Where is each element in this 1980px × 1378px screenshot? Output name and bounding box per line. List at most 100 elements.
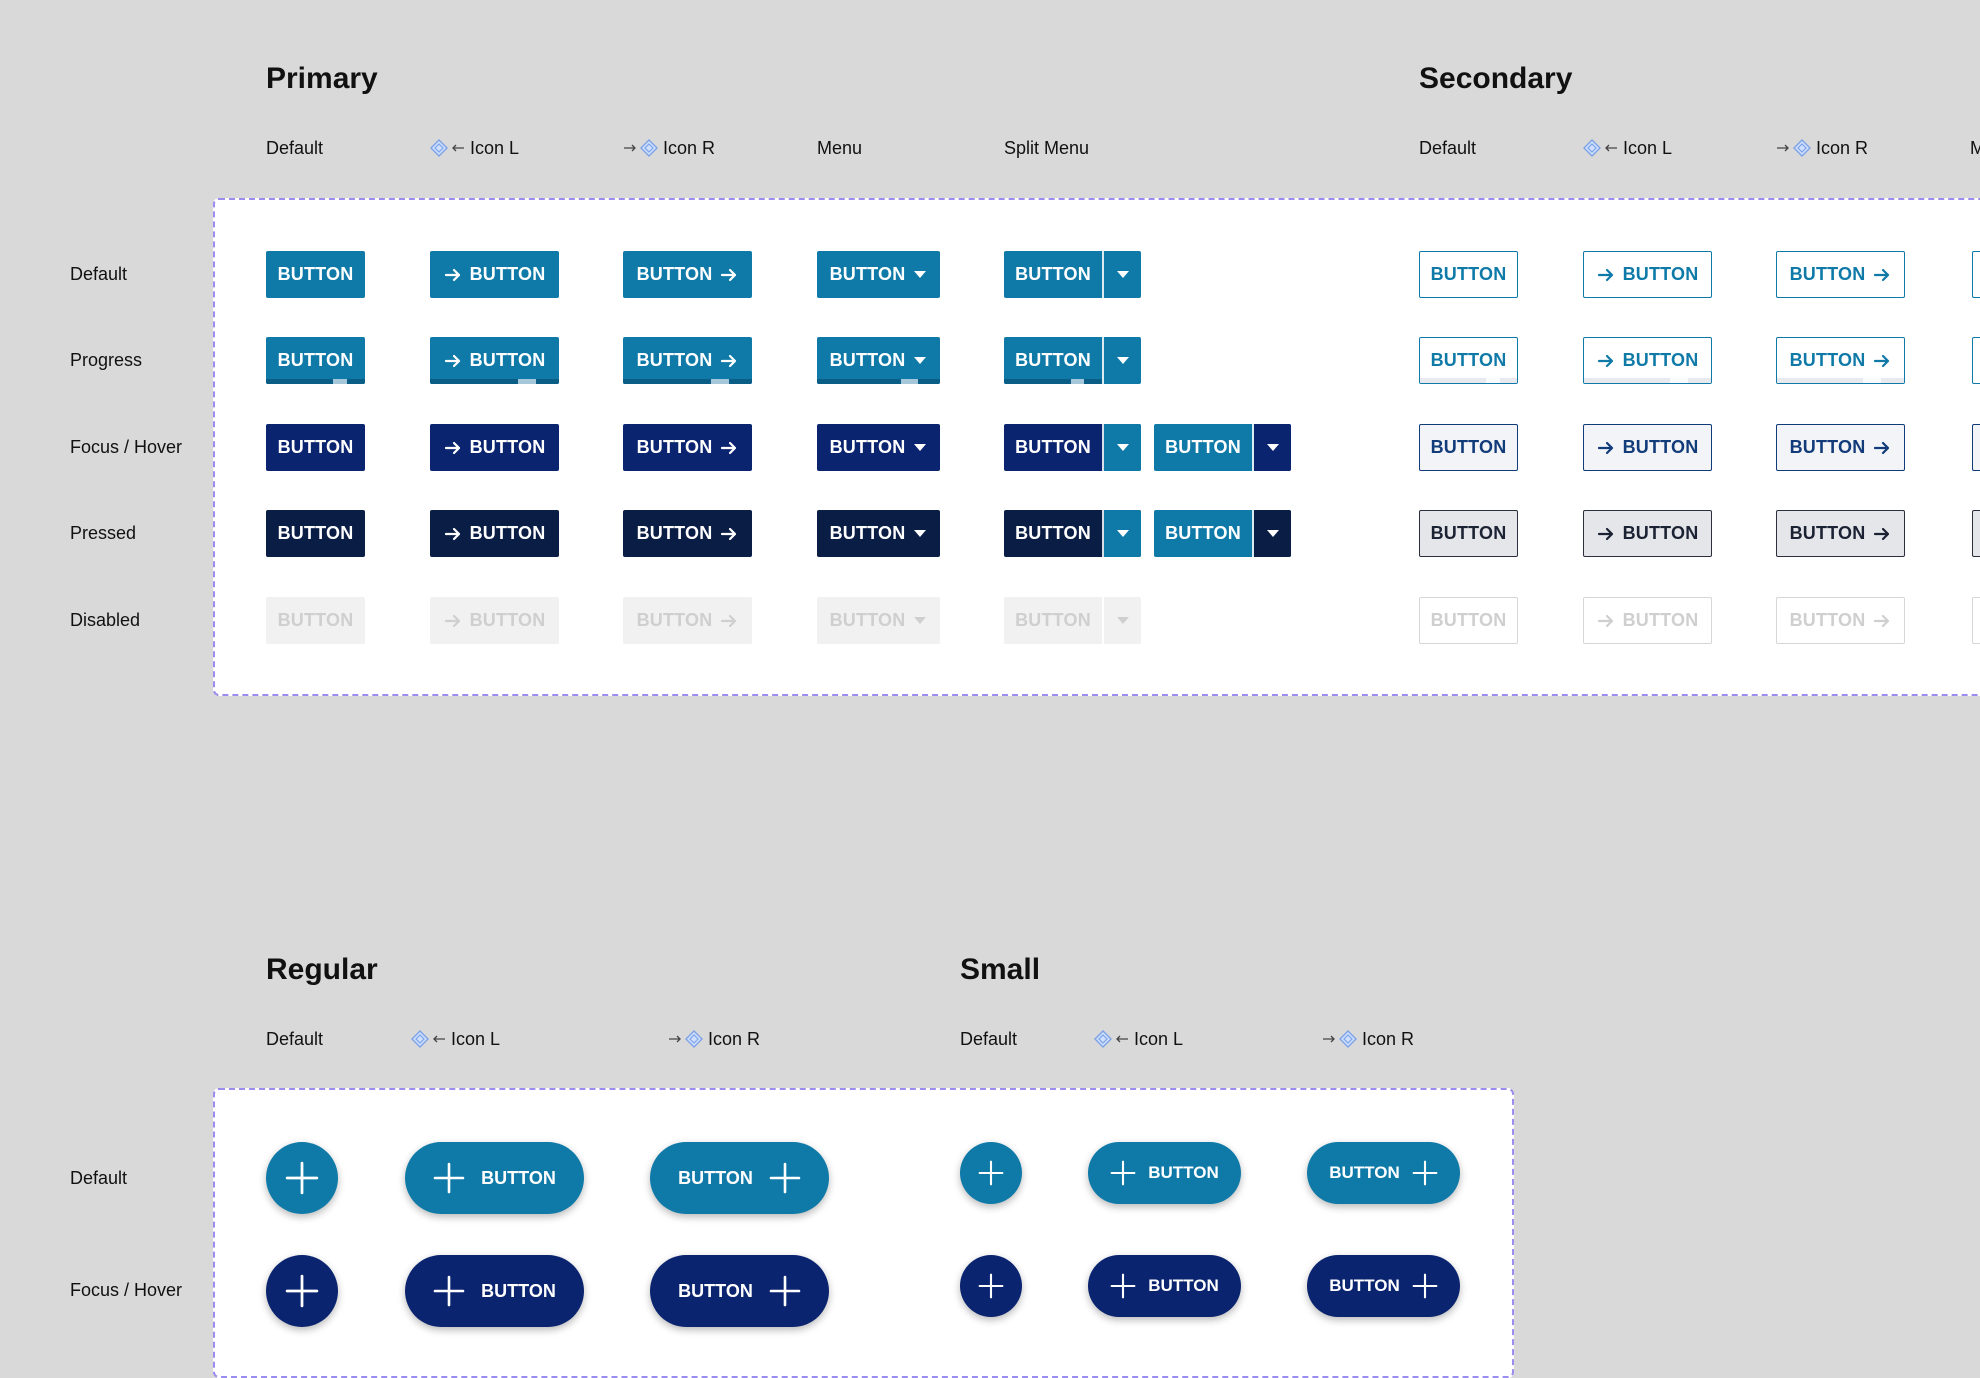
split-menu-toggle[interactable] (1104, 251, 1141, 298)
split-menu-toggle[interactable] (1254, 424, 1291, 471)
split-menu-toggle[interactable] (1104, 424, 1141, 471)
secondary-button-default[interactable]: BUTTON (1419, 251, 1518, 298)
secondary-icon-right-button-progress[interactable]: BUTTON (1776, 337, 1905, 384)
primary-button-default[interactable]: BUTTON (266, 251, 365, 298)
secondary-icon-right-button-default[interactable]: BUTTON (1776, 251, 1905, 298)
button-label: BUTTON (829, 264, 906, 284)
button-label: BUTTON (1789, 437, 1866, 457)
primary-split-menu-button-focus[interactable]: BUTTON (1004, 424, 1141, 471)
primary-icon-left-button-default[interactable]: BUTTON (430, 251, 559, 298)
regular-pill-icon-right-default[interactable]: BUTTON (650, 1142, 829, 1214)
split-main-action[interactable]: BUTTON (1004, 251, 1102, 298)
primary-button-pressed[interactable]: BUTTON (266, 510, 365, 557)
split-main-action[interactable]: BUTTON (1004, 510, 1102, 557)
primary-icon-left-button-focus[interactable]: BUTTON (430, 424, 559, 471)
primary-icon-right-button-pressed[interactable]: BUTTON (623, 510, 752, 557)
button-label: BUTTON (1789, 264, 1866, 284)
regular-pill-icon-left-focus-hover[interactable]: BUTTON (405, 1255, 584, 1327)
regular-pill-icon-left-default[interactable]: BUTTON (405, 1142, 584, 1214)
primary-menu-button-pressed[interactable]: BUTTON (817, 510, 940, 557)
small-fab-focus-hover[interactable] (960, 1255, 1022, 1317)
primary-split-menu-button-pressed[interactable]: BUTTON (1004, 510, 1141, 557)
secondary-button-pressed[interactable]: BUTTON (1419, 510, 1518, 557)
secondary-icon-left-button-pressed[interactable]: BUTTON (1583, 510, 1712, 557)
primary-split-menu-button-default[interactable]: BUTTON (1004, 251, 1141, 298)
regular-pill-icon-right-focus-hover[interactable]: BUTTON (650, 1255, 829, 1327)
button-label: BUTTON (636, 350, 713, 370)
right-arrow-icon (720, 440, 738, 456)
plus-icon (285, 1161, 319, 1195)
primary-icon-right-button-default[interactable]: BUTTON (623, 251, 752, 298)
secondary-icon-left-button-progress[interactable]: BUTTON (1583, 337, 1712, 384)
primary-menu-button-progress[interactable]: BUTTON (817, 337, 940, 384)
primary-icon-right-button-progress[interactable]: BUTTON (623, 337, 752, 384)
caret-down-icon (1116, 529, 1130, 538)
secondary-icon-right-button-focus[interactable]: BUTTON (1776, 424, 1905, 471)
plus-icon (285, 1274, 319, 1308)
progress-bar (1777, 378, 1904, 383)
split-main-action[interactable]: BUTTON (1004, 337, 1102, 384)
small-pill-icon-right-focus-hover[interactable]: BUTTON (1307, 1255, 1460, 1317)
primary-button-progress[interactable]: BUTTON (266, 337, 365, 384)
plus-icon (978, 1273, 1004, 1299)
split-menu-toggle[interactable] (1104, 510, 1141, 557)
secondary-menu-button-pressed-cropped[interactable] (1972, 510, 1980, 557)
progress-bar (266, 379, 365, 384)
caret-down-icon (913, 443, 927, 452)
primary-button-focus[interactable]: BUTTON (266, 424, 365, 471)
caret-down-icon (913, 356, 927, 365)
small-pill-icon-right-default[interactable]: BUTTON (1307, 1142, 1460, 1204)
primary-icon-left-button-pressed[interactable]: BUTTON (430, 510, 559, 557)
button-label: BUTTON (829, 437, 906, 457)
secondary-icon-right-button-pressed[interactable]: BUTTON (1776, 510, 1905, 557)
button-label: BUTTON (469, 437, 546, 457)
plus-icon (1110, 1273, 1136, 1299)
button-label: BUTTON (1789, 610, 1866, 630)
primary-icon-left-button-progress[interactable]: BUTTON (430, 337, 559, 384)
fab-row-label-focus-hover: Focus / Hover (70, 1280, 183, 1300)
split-menu-toggle[interactable] (1104, 337, 1141, 384)
button-label: BUTTON (277, 350, 354, 370)
split-menu-toggle[interactable] (1254, 510, 1291, 557)
plus-icon (769, 1162, 801, 1194)
right-arrow-icon (444, 440, 462, 456)
secondary-menu-button-default-cropped[interactable] (1972, 251, 1980, 298)
caret-down-icon (913, 616, 927, 625)
secondary-button-focus[interactable]: BUTTON (1419, 424, 1518, 471)
small-pill-icon-left-default[interactable]: BUTTON (1088, 1142, 1241, 1204)
primary-split-menu-button-focus-alt[interactable]: BUTTON (1154, 424, 1291, 471)
small-col-icon-r: Icon R (1322, 1028, 1414, 1050)
button-label: BUTTON (469, 350, 546, 370)
split-main-action[interactable]: BUTTON (1154, 424, 1252, 471)
secondary-button-progress[interactable]: BUTTON (1419, 337, 1518, 384)
primary-split-menu-button-pressed-alt[interactable]: BUTTON (1154, 510, 1291, 557)
fab-row-label-default: Default (70, 1168, 128, 1188)
secondary-menu-button-focus-cropped[interactable] (1972, 424, 1980, 471)
small-pill-icon-left-focus-hover[interactable]: BUTTON (1088, 1255, 1241, 1317)
button-label: BUTTON (277, 437, 354, 457)
regular-fab-focus-hover[interactable] (266, 1255, 338, 1327)
regular-fab-default[interactable] (266, 1142, 338, 1214)
secondary-icon-left-button-default[interactable]: BUTTON (1583, 251, 1712, 298)
split-main-action[interactable]: BUTTON (1154, 510, 1252, 557)
button-label: BUTTON (1165, 437, 1241, 457)
button-label: BUTTON (1015, 437, 1091, 457)
split-main-action[interactable]: BUTTON (1004, 424, 1102, 471)
secondary-icon-left-button-focus[interactable]: BUTTON (1583, 424, 1712, 471)
primary-col-icon-r: Icon R (623, 137, 715, 159)
primary-menu-button-default[interactable]: BUTTON (817, 251, 940, 298)
progress-bar (430, 379, 559, 384)
primary-icon-right-button-focus[interactable]: BUTTON (623, 424, 752, 471)
right-arrow-icon (1597, 440, 1615, 456)
primary-menu-button-focus[interactable]: BUTTON (817, 424, 940, 471)
secondary-col-default: Default (1419, 138, 1477, 158)
secondary-menu-button-progress-cropped[interactable] (1972, 337, 1980, 384)
small-fab-default[interactable] (960, 1142, 1022, 1204)
caret-down-icon (1116, 270, 1130, 279)
button-label: BUTTON (1789, 350, 1866, 370)
right-arrow-icon (1597, 353, 1615, 369)
primary-col-icon-l: Icon L (430, 137, 519, 159)
variants-frame-bottom (213, 1088, 1514, 1378)
button-label: BUTTON (1015, 610, 1091, 630)
primary-split-menu-button-progress[interactable]: BUTTON (1004, 337, 1141, 384)
